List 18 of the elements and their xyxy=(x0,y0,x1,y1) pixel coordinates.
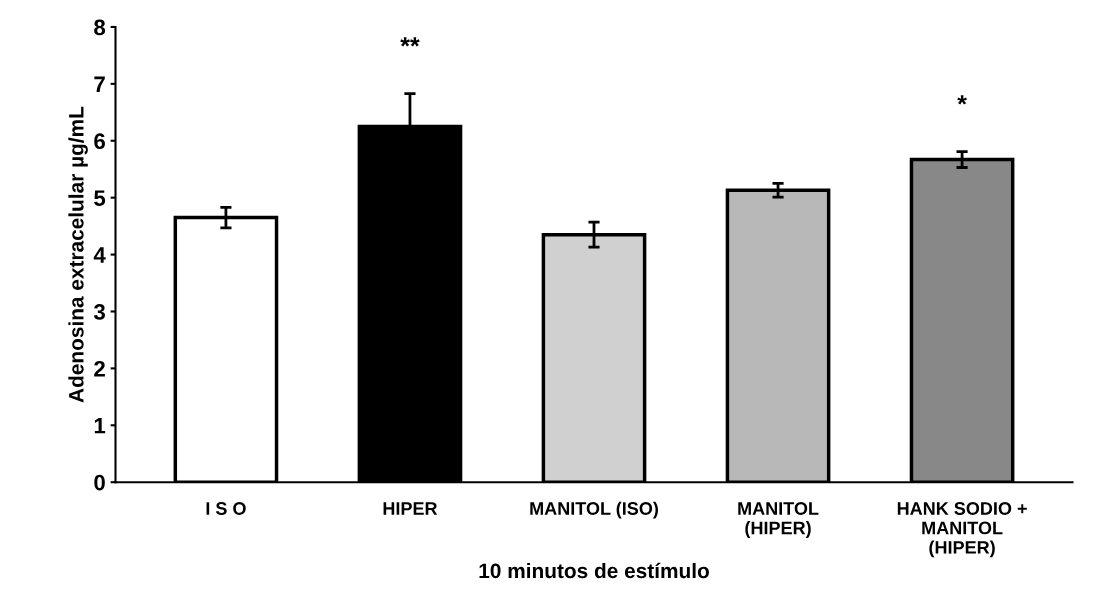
y-tick-label: 8 xyxy=(94,19,106,36)
x-tick-label: HIPER xyxy=(383,502,438,515)
y-tick-label: 2 xyxy=(94,360,105,377)
y-tick-label: 5 xyxy=(94,190,106,206)
y-tick-label: 4 xyxy=(93,247,106,263)
y-tick-label: 3 xyxy=(93,304,105,320)
y-tick-label: 6 xyxy=(94,133,105,150)
x-tick-label: HANK SODIO + MANITOL (HIPER) xyxy=(897,502,1027,558)
y-tick-label: 7 xyxy=(94,76,105,92)
x-axis-title: 10 minutos de estímulo xyxy=(479,562,709,579)
annotation: ** xyxy=(400,37,420,47)
x-tick-label: MANITOL (ISO) xyxy=(530,501,658,519)
y-tick-label: 1 xyxy=(94,418,106,434)
y-tick-label: 0 xyxy=(94,474,105,491)
x-tick-label: I S O xyxy=(206,502,246,515)
annotation: * xyxy=(957,95,967,105)
y-axis-title: Adenosina extracelular µg/mL xyxy=(68,106,88,403)
x-tick-label: MANITOL (HIPER) xyxy=(738,502,819,538)
